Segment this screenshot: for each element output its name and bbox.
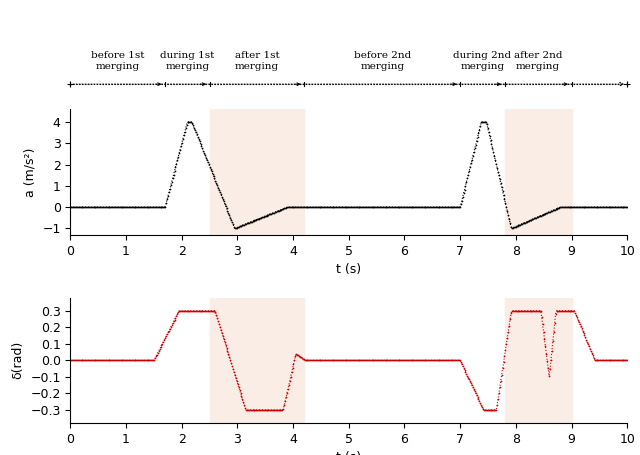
Y-axis label: δ(rad): δ(rad) <box>12 341 25 379</box>
Bar <box>505 109 572 235</box>
Bar <box>210 298 304 423</box>
X-axis label: t (s): t (s) <box>336 263 362 276</box>
Bar <box>210 109 304 235</box>
Text: before 1st
merging: before 1st merging <box>91 51 145 71</box>
Text: during 1st
merging: during 1st merging <box>160 51 214 71</box>
X-axis label: t (s): t (s) <box>336 451 362 455</box>
Text: after 1st
merging: after 1st merging <box>234 51 279 71</box>
Text: before 2nd
merging: before 2nd merging <box>353 51 411 71</box>
Y-axis label: a (m/s²): a (m/s²) <box>24 147 36 197</box>
Bar <box>505 298 572 423</box>
Text: after 2nd
merging: after 2nd merging <box>514 51 563 71</box>
Text: during 2nd
merging: during 2nd merging <box>453 51 511 71</box>
